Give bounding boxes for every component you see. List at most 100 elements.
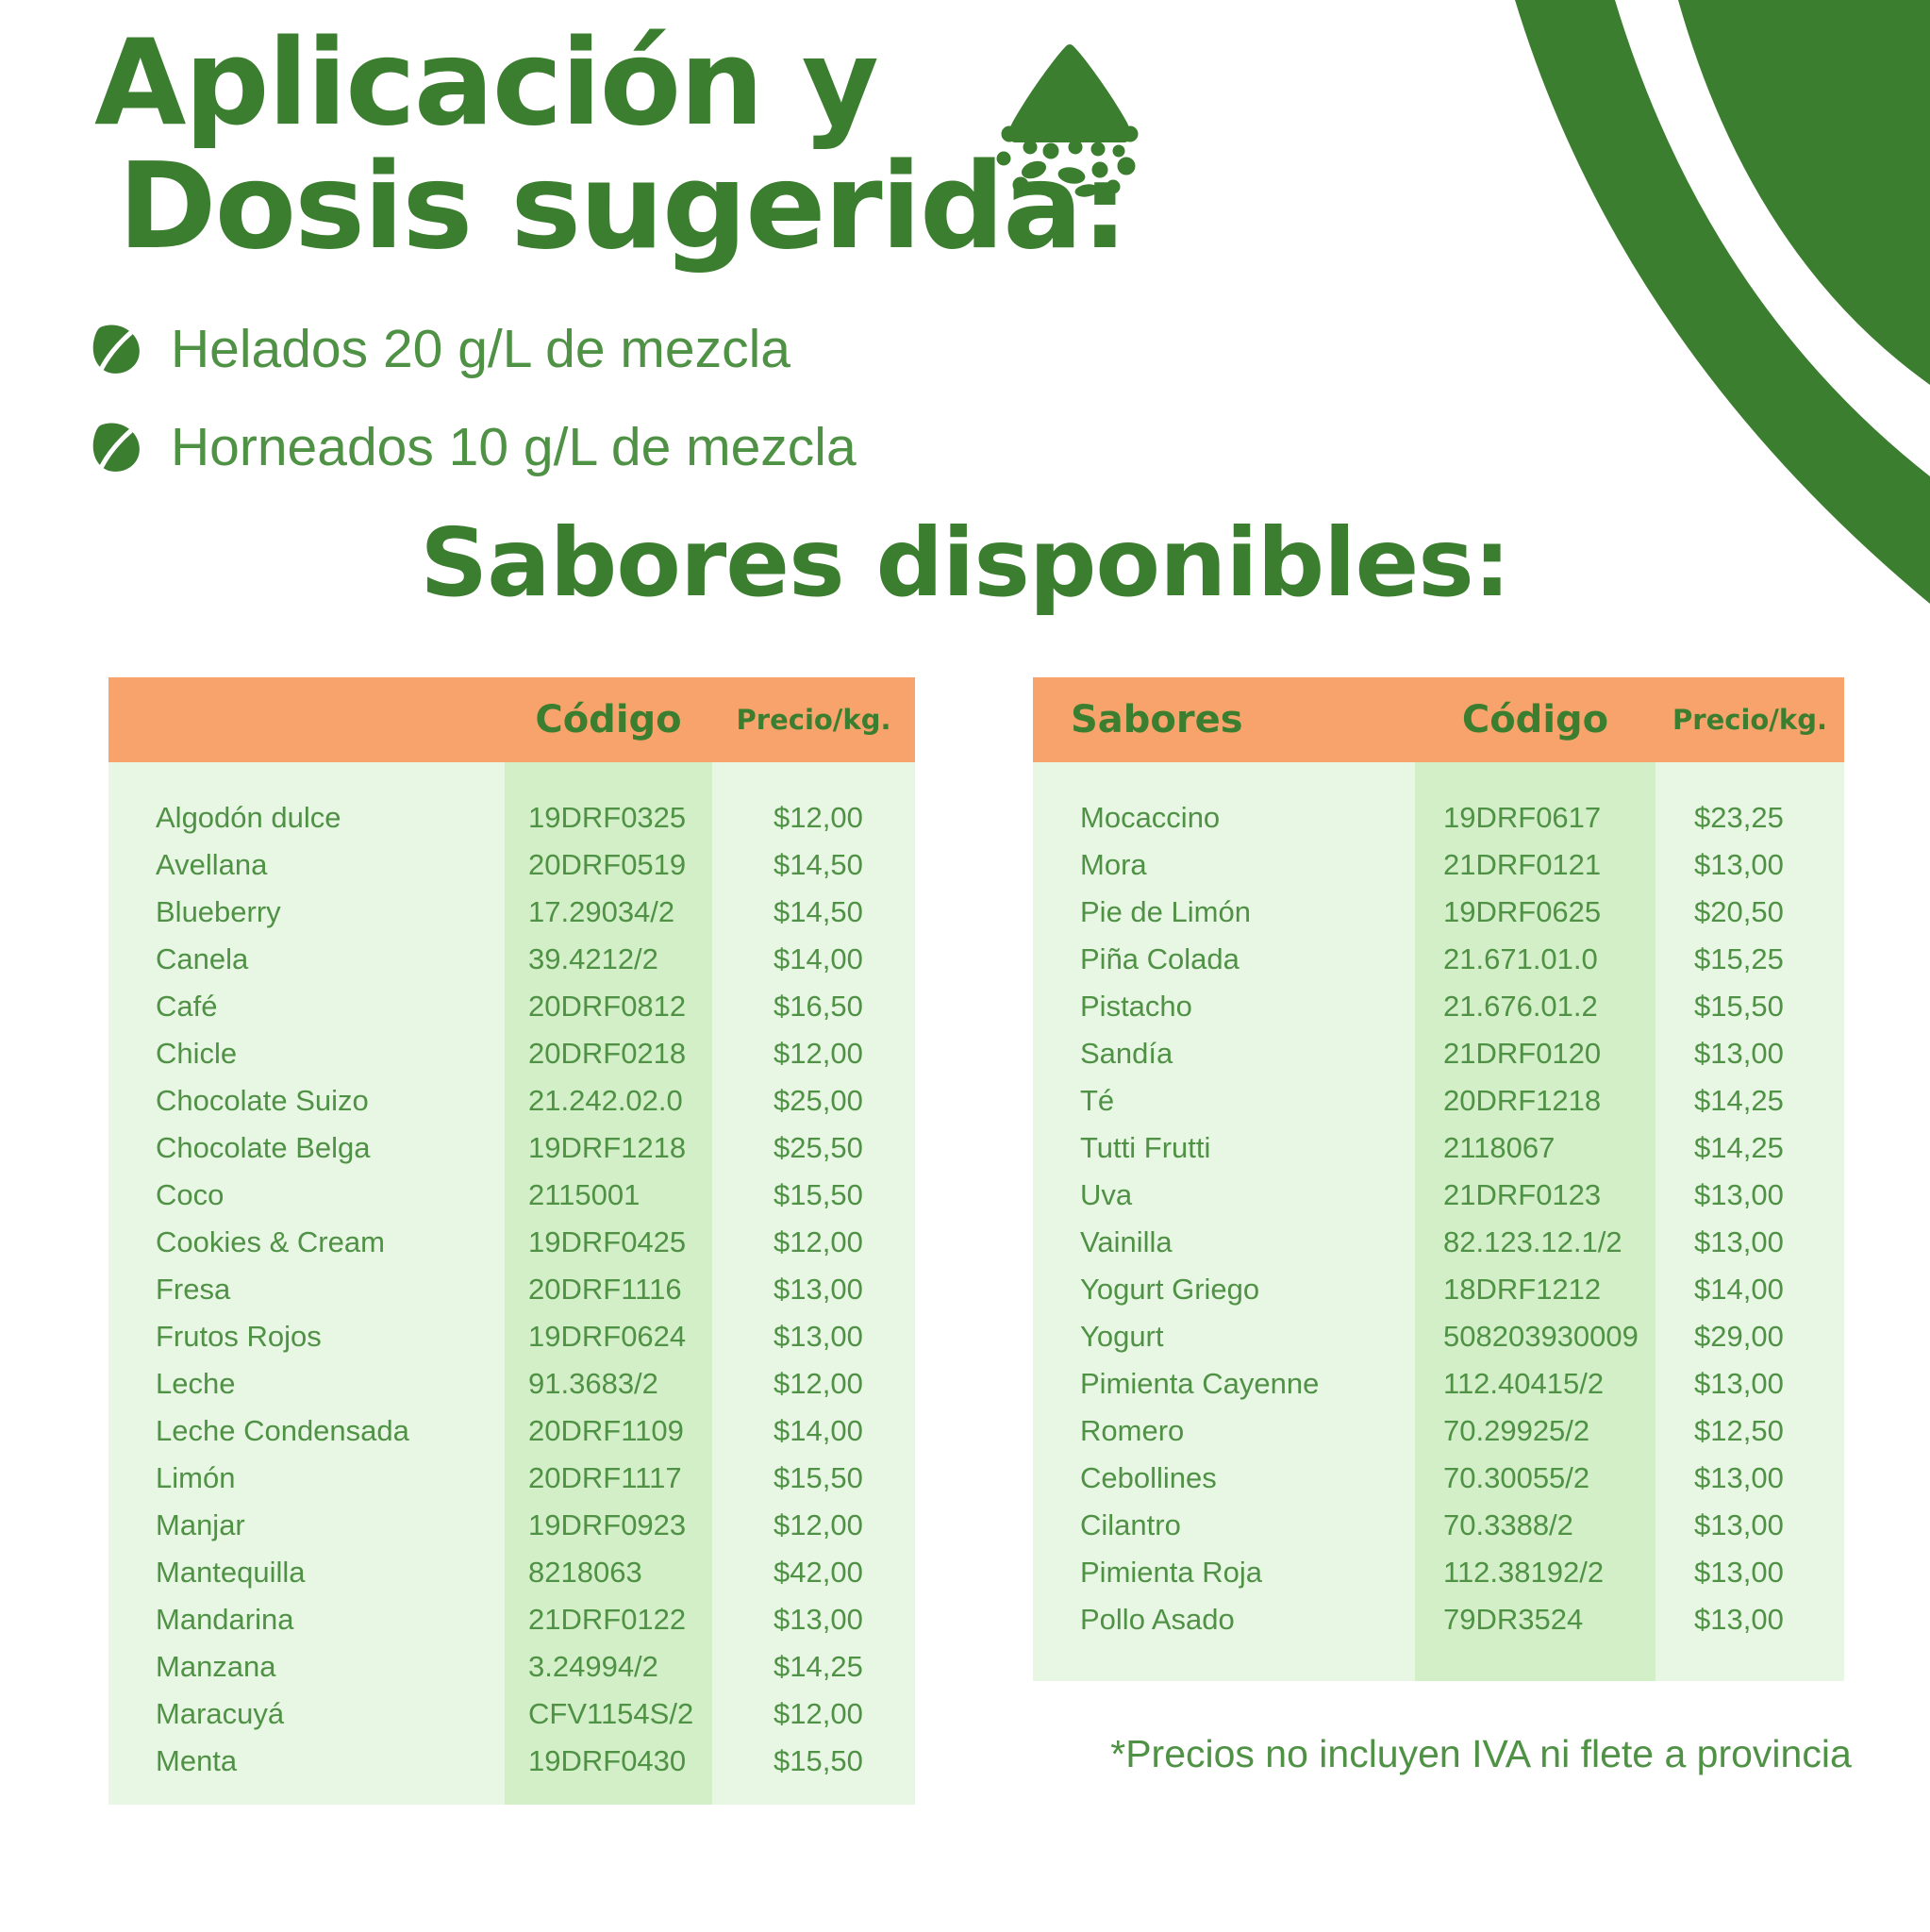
table-row: Mora 21DRF0121 $13,00: [1033, 841, 1844, 889]
price-cell: $13,00: [774, 1603, 863, 1636]
flavor-cell: Mora: [1080, 848, 1147, 881]
table-row: Uva 21DRF0123 $13,00: [1033, 1172, 1844, 1219]
price-cell: $14,00: [1694, 1273, 1784, 1306]
table-row: Yogurt 508203930009 $29,00: [1033, 1313, 1844, 1360]
price-cell: $12,00: [774, 1225, 863, 1258]
price-cell: $14,50: [774, 895, 863, 928]
price-cell: $15,50: [1694, 990, 1784, 1023]
code-cell: 21.676.01.2: [1443, 990, 1598, 1023]
column-header-price: Precio/kg.: [1672, 704, 1827, 736]
price-cell: $13,00: [1694, 1037, 1784, 1070]
flavor-cell: Yogurt Griego: [1080, 1273, 1260, 1306]
dosage-item-label: Helados 20 g/L de mezcla: [171, 319, 790, 379]
page-title-line1: Aplicación y: [94, 13, 879, 152]
table-header: Código Precio/kg.: [108, 677, 915, 762]
price-cell: $15,50: [774, 1178, 863, 1211]
price-cell: $13,00: [1694, 1556, 1784, 1589]
table-row: Mandarina 21DRF0122 $13,00: [108, 1596, 915, 1643]
flavor-cell: Cilantro: [1080, 1508, 1181, 1541]
table-row: Café 20DRF0812 $16,50: [108, 983, 915, 1030]
code-cell: 21DRF0121: [1443, 848, 1602, 881]
table-row: Cilantro 70.3388/2 $13,00: [1033, 1502, 1844, 1549]
column-header-code: Código: [1461, 698, 1609, 741]
table-row: Pimienta Roja 112.38192/2 $13,00: [1033, 1549, 1844, 1596]
section-title: Sabores disponibles:: [420, 508, 1511, 618]
code-cell: 20DRF1109: [528, 1414, 684, 1447]
table-row: Pistacho 21.676.01.2 $15,50: [1033, 983, 1844, 1030]
powder-pile-icon: [996, 44, 1139, 198]
code-cell: 70.3388/2: [1443, 1508, 1573, 1541]
price-cell: $42,00: [774, 1556, 863, 1589]
flavor-cell: Cebollines: [1080, 1461, 1217, 1494]
table-row: Menta 19DRF0430 $15,50: [108, 1738, 915, 1785]
code-cell: 20DRF1218: [1443, 1084, 1602, 1117]
table-row: Té 20DRF1218 $14,25: [1033, 1077, 1844, 1124]
table-row: Leche Condensada 20DRF1109 $14,00: [108, 1407, 915, 1455]
price-cell: $12,00: [774, 1697, 863, 1730]
table-row: Mocaccino 19DRF0617 $23,25: [1033, 794, 1844, 841]
price-disclaimer: *Precios no incluyen IVA ni flete a prov…: [1110, 1732, 1852, 1775]
price-cell: $23,25: [1694, 801, 1784, 834]
code-cell: 70.30055/2: [1443, 1461, 1590, 1494]
flavor-cell: Chicle: [156, 1037, 238, 1070]
flavor-cell: Uva: [1080, 1178, 1133, 1211]
flavor-cell: Algodón dulce: [156, 801, 341, 834]
flavor-cell: Yogurt: [1080, 1320, 1164, 1353]
code-cell: CFV1154S/2: [528, 1697, 694, 1730]
code-cell: 19DRF0625: [1443, 895, 1602, 928]
flavor-cell: Leche: [156, 1367, 236, 1400]
code-cell: 39.4212/2: [528, 942, 658, 975]
code-cell: 20DRF0218: [528, 1037, 687, 1070]
price-cell: $13,00: [774, 1320, 863, 1353]
table-row: Coco 2115001 $15,50: [108, 1172, 915, 1219]
column-header-price: Precio/kg.: [736, 704, 891, 736]
flavor-cell: Canela: [156, 942, 249, 975]
code-cell: 79DR3524: [1443, 1603, 1584, 1636]
code-cell: 21DRF0120: [1443, 1037, 1602, 1070]
table-row: Fresa 20DRF1116 $13,00: [108, 1266, 915, 1313]
code-cell: 19DRF0325: [528, 801, 687, 834]
table-row: Romero 70.29925/2 $12,50: [1033, 1407, 1844, 1455]
code-cell: 82.123.12.1/2: [1443, 1225, 1622, 1258]
dosage-item-horneados: Horneados 10 g/L de mezcla: [90, 417, 857, 477]
dosage-item-helados: Helados 20 g/L de mezcla: [90, 319, 857, 379]
price-cell: $13,00: [1694, 1225, 1784, 1258]
flavor-cell: Mantequilla: [156, 1556, 306, 1589]
table-row: Piña Colada 21.671.01.0 $15,25: [1033, 936, 1844, 983]
leaf-icon: [92, 423, 140, 472]
price-cell: $14,25: [774, 1650, 863, 1683]
flavor-cell: Pimienta Cayenne: [1080, 1367, 1320, 1400]
flavor-cell: Pollo Asado: [1080, 1603, 1235, 1636]
table-row: Leche 91.3683/2 $12,00: [108, 1360, 915, 1407]
price-cell: $20,50: [1694, 895, 1784, 928]
code-cell: 91.3683/2: [528, 1367, 658, 1400]
leaf-icon: [92, 325, 140, 374]
price-cell: $13,00: [1694, 1367, 1784, 1400]
code-cell: 21DRF0123: [1443, 1178, 1602, 1211]
flavor-cell: Cookies & Cream: [156, 1225, 385, 1258]
price-cell: $25,50: [774, 1131, 863, 1164]
table-row: Chicle 20DRF0218 $12,00: [108, 1030, 915, 1077]
table-body: Algodón dulce 19DRF0325 $12,00 Avellana …: [108, 762, 915, 1805]
price-cell: $14,25: [1694, 1084, 1784, 1117]
code-cell: 20DRF1117: [528, 1461, 682, 1494]
code-cell: 8218063: [528, 1556, 642, 1589]
flavor-cell: Mocaccino: [1080, 801, 1221, 834]
table-row: Mantequilla 8218063 $42,00: [108, 1549, 915, 1596]
flavor-cell: Chocolate Belga: [156, 1131, 371, 1164]
column-header-flavor: Sabores: [1071, 698, 1243, 741]
table-row: Vainilla 82.123.12.1/2 $13,00: [1033, 1219, 1844, 1266]
dosage-item-label: Horneados 10 g/L de mezcla: [171, 417, 857, 477]
flavor-cell: Sandía: [1080, 1037, 1173, 1070]
price-cell: $14,25: [1694, 1131, 1784, 1164]
table-row: Avellana 20DRF0519 $14,50: [108, 841, 915, 889]
dosage-list: Helados 20 g/L de mezcla Horneados 10 g/…: [90, 319, 857, 515]
flavor-cell: Té: [1080, 1084, 1115, 1117]
table-row: Yogurt Griego 18DRF1212 $14,00: [1033, 1266, 1844, 1313]
code-cell: 19DRF0617: [1443, 801, 1602, 834]
flavor-cell: Piña Colada: [1080, 942, 1240, 975]
price-cell: $14,00: [774, 1414, 863, 1447]
price-cell: $13,00: [774, 1273, 863, 1306]
price-cell: $12,00: [774, 1508, 863, 1541]
table-row: Maracuyá CFV1154S/2 $12,00: [108, 1690, 915, 1738]
